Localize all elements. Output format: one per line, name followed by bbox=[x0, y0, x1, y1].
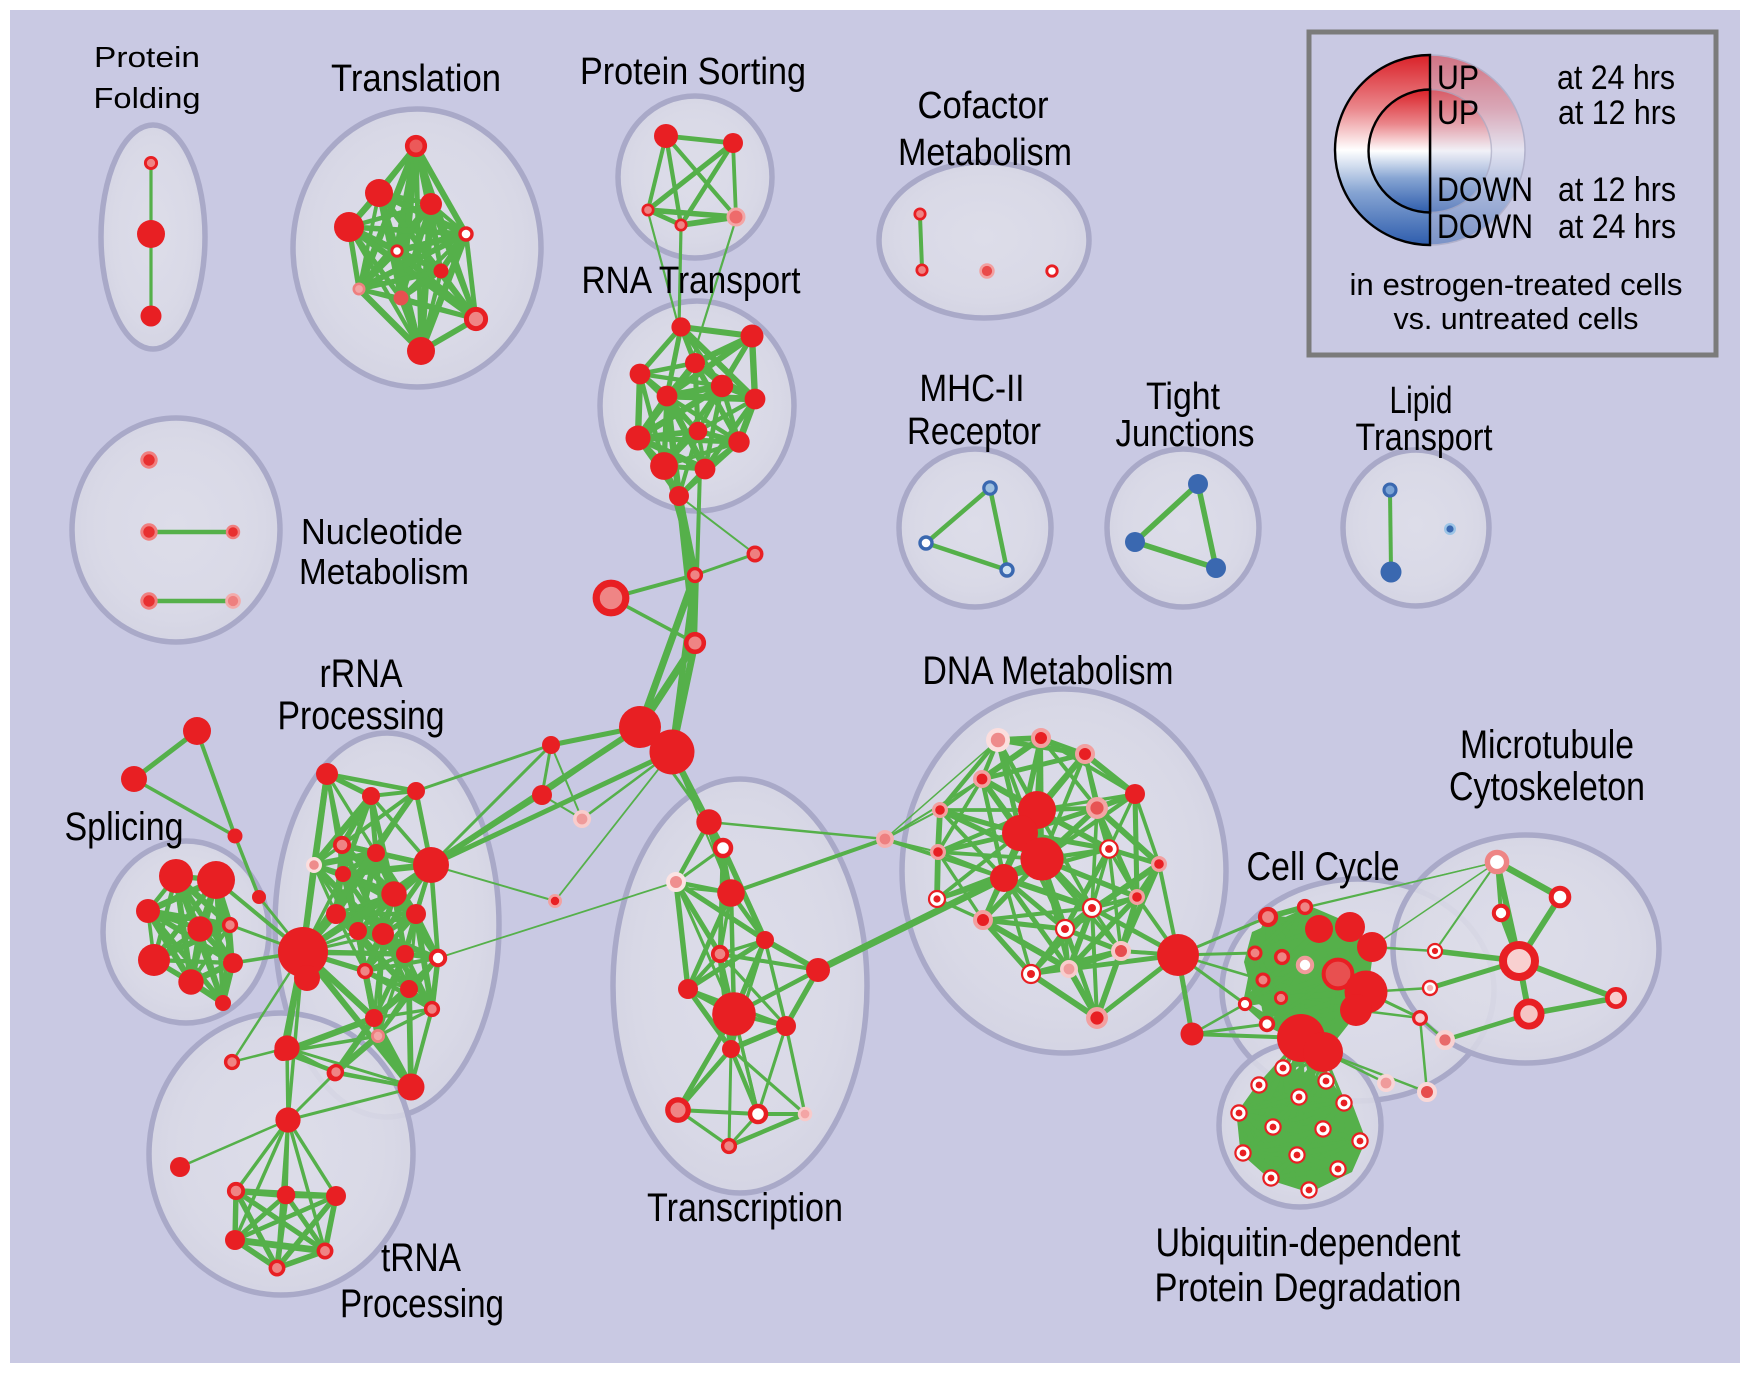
svg-text:at 24 hrs: at 24 hrs bbox=[1558, 208, 1676, 246]
svg-text:UP: UP bbox=[1437, 59, 1479, 97]
svg-text:Transport: Transport bbox=[1356, 417, 1493, 459]
svg-text:Cofactor: Cofactor bbox=[918, 85, 1049, 127]
svg-text:Metabolism: Metabolism bbox=[299, 551, 469, 592]
svg-text:in estrogen-treated cells: in estrogen-treated cells bbox=[1350, 267, 1683, 302]
svg-text:at 12 hrs: at 12 hrs bbox=[1558, 94, 1676, 132]
svg-text:Transcription: Transcription bbox=[647, 1186, 843, 1230]
svg-text:tRNA: tRNA bbox=[381, 1236, 461, 1280]
svg-text:UP: UP bbox=[1437, 94, 1479, 132]
svg-text:at 12 hrs: at 12 hrs bbox=[1558, 171, 1676, 209]
svg-text:vs. untreated cells: vs. untreated cells bbox=[1394, 301, 1639, 336]
svg-text:Processing: Processing bbox=[340, 1282, 504, 1326]
svg-text:RNA Transport: RNA Transport bbox=[582, 260, 801, 302]
svg-text:Junctions: Junctions bbox=[1116, 413, 1255, 455]
svg-text:Metabolism: Metabolism bbox=[898, 132, 1072, 174]
svg-text:Protein: Protein bbox=[94, 42, 200, 74]
svg-text:Tight: Tight bbox=[1146, 376, 1220, 418]
svg-text:MHC-II: MHC-II bbox=[920, 368, 1025, 410]
svg-text:Ubiquitin-dependent: Ubiquitin-dependent bbox=[1156, 1221, 1461, 1265]
svg-text:DNA Metabolism: DNA Metabolism bbox=[923, 649, 1174, 693]
svg-text:Processing: Processing bbox=[278, 694, 445, 738]
svg-text:Cytoskeleton: Cytoskeleton bbox=[1449, 765, 1645, 809]
svg-text:Folding: Folding bbox=[94, 83, 201, 115]
svg-text:Protein Degradation: Protein Degradation bbox=[1155, 1266, 1462, 1310]
svg-text:DOWN: DOWN bbox=[1437, 171, 1533, 209]
svg-text:DOWN: DOWN bbox=[1437, 208, 1533, 246]
svg-text:Receptor: Receptor bbox=[907, 411, 1041, 453]
svg-text:Protein Sorting: Protein Sorting bbox=[580, 51, 806, 93]
svg-text:Cell Cycle: Cell Cycle bbox=[1247, 845, 1400, 889]
svg-text:Nucleotide: Nucleotide bbox=[301, 511, 463, 552]
svg-text:rRNA: rRNA bbox=[320, 652, 403, 696]
svg-text:at 24 hrs: at 24 hrs bbox=[1557, 59, 1675, 97]
svg-text:Microtubule: Microtubule bbox=[1460, 723, 1634, 767]
svg-text:Translation: Translation bbox=[331, 58, 501, 100]
svg-text:Lipid: Lipid bbox=[1390, 380, 1453, 422]
svg-text:Splicing: Splicing bbox=[65, 805, 184, 849]
